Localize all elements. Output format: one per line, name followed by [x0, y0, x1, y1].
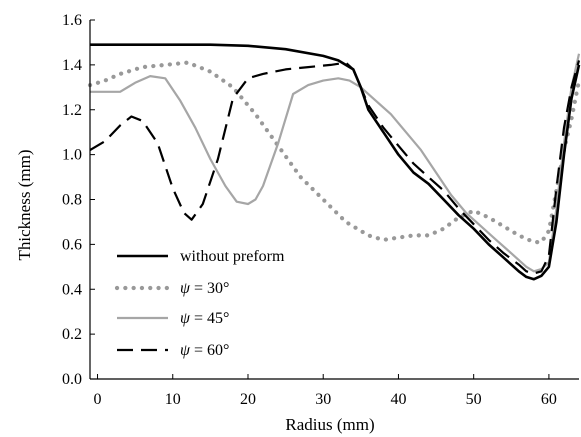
- x-axis-title: Radius (mm): [285, 415, 374, 434]
- x-tick-label: 0: [94, 391, 102, 408]
- y-tick-label: 0.4: [62, 281, 82, 298]
- series-line-0: [90, 43, 581, 281]
- y-tick-label: 1.2: [62, 102, 82, 119]
- x-tick-label: 40: [390, 391, 406, 408]
- legend: without preform ψ = 30° ψ = 45° ψ = 60°: [114, 248, 285, 359]
- y-tick-label: 1.6: [62, 12, 82, 29]
- y-tick-label: 1.4: [62, 57, 82, 74]
- x-tick-label: 50: [466, 391, 482, 408]
- y-tick-label: 0.6: [62, 236, 82, 253]
- x-tick-label: 30: [315, 391, 331, 408]
- series-line-2: [90, 53, 581, 273]
- y-tick-label: 0.0: [62, 371, 82, 388]
- y-ticks: 0.0 0.2 0.4 0.6 0.8 1.0 1.2 1.4 1.6: [62, 12, 95, 388]
- plot-lines: [87, 43, 581, 281]
- y-tick-label: 0.8: [62, 192, 82, 209]
- legend-label-3: ψ = 60°: [180, 342, 229, 359]
- legend-label-2: ψ = 45°: [180, 310, 229, 327]
- x-ticks: 0 10 20 30 40 50 60: [94, 374, 557, 408]
- x-tick-label: 10: [165, 391, 181, 408]
- y-tick-label: 1.0: [62, 147, 82, 164]
- y-axis-title: Thickness (mm): [15, 150, 34, 261]
- series-line-3: [89, 60, 581, 275]
- series-line-1: [87, 60, 581, 245]
- legend-label-0: without preform: [180, 248, 285, 265]
- x-tick-label: 60: [541, 391, 557, 408]
- legend-label-1: ψ = 30°: [180, 280, 229, 297]
- y-tick-label: 0.2: [62, 326, 82, 343]
- x-tick-label: 20: [240, 391, 256, 408]
